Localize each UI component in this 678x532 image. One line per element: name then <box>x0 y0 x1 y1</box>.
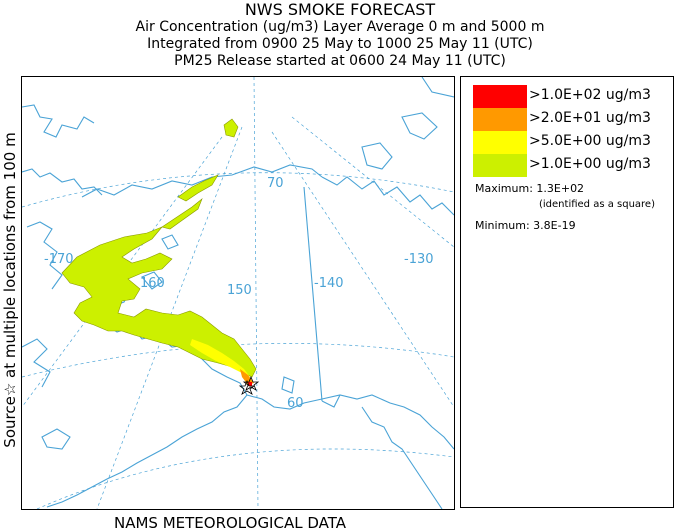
smoke-plume <box>61 118 257 386</box>
lon-label-140: -140 <box>314 276 344 291</box>
source-side-label-text: Source☆ at multiple locations from 100 m <box>1 132 19 448</box>
lon-label-130: -130 <box>404 252 434 267</box>
plume-north-tail <box>177 174 219 202</box>
source-star-2 <box>238 379 256 395</box>
gulf-of-alaska-coast <box>246 394 454 450</box>
kodiak-island <box>281 376 295 394</box>
lon-label-150: 150 <box>227 283 252 298</box>
longitude-line-150 <box>253 77 259 509</box>
minimum-value: Minimum: 3.8E-19 <box>475 219 576 232</box>
plume-northeast-patch <box>223 118 239 138</box>
plume-yellow-core <box>190 339 250 377</box>
kamchatka-north-coast <box>22 338 51 388</box>
legend-swatch-orange <box>473 108 527 131</box>
legend-entry-2: >2.0E+01 ug/m3 <box>473 108 673 131</box>
lat-label-60: 60 <box>287 396 304 411</box>
legend-swatch-red <box>473 85 527 108</box>
legend-entry-4: >1.0E+00 ug/m3 <box>473 154 673 177</box>
source-star-1 <box>242 375 260 391</box>
maximum-value: Maximum: 1.3E+02 <box>475 182 585 195</box>
canada-alaska-border <box>303 186 323 402</box>
legend-entry-1: >1.0E+02 ug/m3 <box>473 85 673 108</box>
siberia-east-coast <box>26 221 63 290</box>
concentration-legend: >1.0E+02 ug/m3 >2.0E+01 ug/m3 >5.0E+00 u… <box>460 76 674 508</box>
longitude-line-140 <box>271 131 454 408</box>
latitude-line-60 <box>36 448 454 509</box>
arctic-island-1 <box>361 142 393 170</box>
island-small-3 <box>41 428 71 450</box>
legend-label: >2.0E+01 ug/m3 <box>529 110 651 126</box>
map-panel: -170 160 150 -140 -130 70 60 <box>21 76 455 510</box>
arctic-island-3 <box>421 77 454 98</box>
island-small-1 <box>141 271 163 290</box>
source-markers <box>238 375 260 395</box>
legend-swatch-green <box>473 154 527 177</box>
lon-label-170: -170 <box>44 252 74 267</box>
plume-arctic-strip <box>161 198 203 230</box>
legend-label: >1.0E+02 ug/m3 <box>529 87 651 103</box>
lon-label-160: 160 <box>140 276 165 291</box>
plume-main-area <box>61 226 257 378</box>
chukotka-coast <box>22 104 95 138</box>
southeast-alaska-coast <box>361 406 443 509</box>
plume-maximum-square <box>248 382 252 386</box>
latitude-line-70 <box>22 172 454 208</box>
legend-label: >1.0E+00 ug/m3 <box>529 156 651 172</box>
island-small-2 <box>161 234 179 250</box>
legend-label: >5.0E+00 ug/m3 <box>529 133 651 149</box>
met-data-footer: NAMS METEOROLOGICAL DATA <box>114 514 346 532</box>
forecast-title: NWS SMOKE FORECAST <box>244 0 436 19</box>
legend-entry-3: >5.0E+00 ug/m3 <box>473 131 673 154</box>
alaska-peninsula-coast <box>46 394 248 508</box>
chukotka-south-coast <box>22 168 103 196</box>
lat-label-70: 70 <box>267 176 284 191</box>
alaska-north-coast <box>81 164 323 198</box>
border-panhandle <box>321 394 341 408</box>
legend-swatch-yellow <box>473 131 527 154</box>
plume-orange-core <box>240 369 254 385</box>
latitude-line-65 <box>22 343 454 378</box>
subtitle-release-time: PM25 Release started at 0600 24 May 11 (… <box>174 53 506 69</box>
canada-arctic-coast <box>321 176 454 216</box>
subtitle-concentration: Air Concentration (ug/m3) Layer Average … <box>135 19 545 35</box>
maximum-note: (identified as a square) <box>539 199 655 210</box>
subtitle-integration-period: Integrated from 0900 25 May to 1000 25 M… <box>147 36 533 52</box>
alaska-map: -170 160 150 -140 -130 70 60 <box>22 77 454 509</box>
arctic-island-2 <box>401 112 438 140</box>
